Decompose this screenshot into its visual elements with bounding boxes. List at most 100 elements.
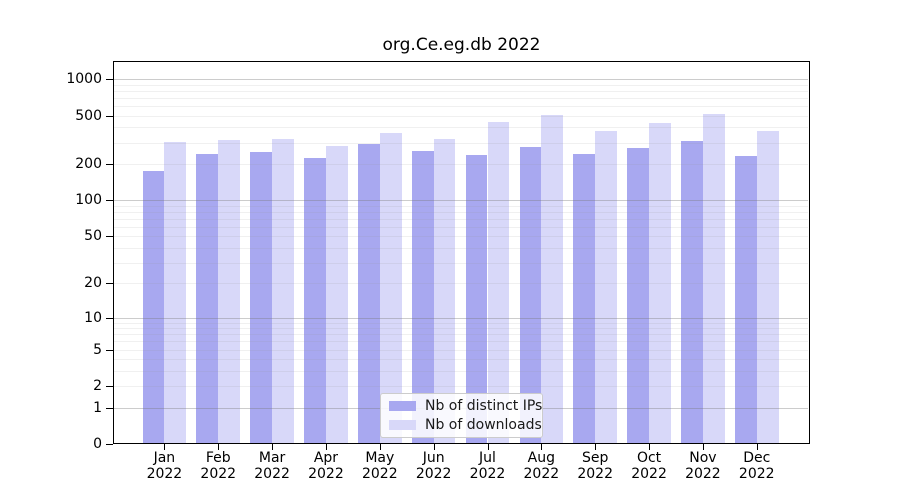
gridline-minor-400 bbox=[114, 127, 808, 129]
x-tick-label-feb: Feb 2022 bbox=[200, 450, 237, 482]
gridline-minor-900 bbox=[114, 84, 808, 86]
x-tick-nov bbox=[702, 444, 704, 450]
gridline-minor-80 bbox=[114, 211, 808, 213]
bar-distinct-ips-nov bbox=[681, 140, 703, 444]
gridline-minor-90 bbox=[114, 205, 808, 207]
x-tick-label-apr: Apr 2022 bbox=[308, 450, 344, 482]
gridline-minor-600 bbox=[114, 105, 808, 107]
bar-downloads-apr bbox=[325, 145, 348, 444]
y-tick-0 bbox=[106, 444, 113, 446]
bar-downloads-nov bbox=[702, 114, 725, 444]
y-tick-label-0: 0 bbox=[93, 436, 102, 453]
gridline-minor-3 bbox=[114, 370, 808, 372]
y-tick-1 bbox=[106, 407, 113, 409]
y-tick-20 bbox=[106, 283, 113, 285]
legend-label-distinct-ips: Nb of distinct IPs bbox=[425, 398, 543, 415]
x-tick-oct bbox=[649, 444, 651, 450]
gridline-minor-30 bbox=[114, 262, 808, 264]
chart-title: org.Ce.eg.db 2022 bbox=[382, 35, 541, 55]
gridline-major-100 bbox=[114, 200, 808, 202]
x-tick-label-jan: Jan 2022 bbox=[146, 450, 183, 482]
y-tick-1000 bbox=[106, 78, 113, 80]
gridline-minor-50 bbox=[114, 236, 808, 238]
bar-distinct-ips-dec bbox=[734, 155, 757, 444]
y-tick-50 bbox=[106, 236, 113, 238]
y-tick-label-500: 500 bbox=[75, 107, 102, 124]
bar-distinct-ips-mar bbox=[250, 151, 273, 444]
gridline-minor-4 bbox=[114, 359, 808, 361]
bar-downloads-jul bbox=[487, 121, 510, 444]
legend-item-downloads: Nb of downloads bbox=[389, 417, 542, 433]
bar-downloads-feb bbox=[218, 139, 241, 444]
y-tick-500 bbox=[106, 115, 113, 117]
gridline-minor-200 bbox=[114, 163, 808, 165]
y-tick-label-100: 100 bbox=[75, 192, 102, 209]
bar-downloads-aug bbox=[541, 114, 564, 444]
x-tick-label-jul: Jul 2022 bbox=[469, 450, 506, 482]
legend: Nb of distinct IPs Nb of downloads bbox=[380, 393, 543, 438]
x-tick-may bbox=[379, 444, 381, 450]
x-tick-jul bbox=[487, 444, 489, 450]
gridline-minor-70 bbox=[114, 218, 808, 220]
gridline-minor-500 bbox=[114, 115, 808, 117]
x-tick-dec bbox=[756, 444, 758, 450]
gridline-minor-60 bbox=[114, 226, 808, 228]
x-tick-label-may: May 2022 bbox=[361, 450, 398, 482]
x-tick-label-jun: Jun 2022 bbox=[415, 450, 452, 482]
y-tick-label-50: 50 bbox=[84, 228, 102, 245]
gridline-minor-9 bbox=[114, 322, 808, 324]
bar-downloads-dec bbox=[756, 130, 779, 444]
x-tick-mar bbox=[272, 444, 274, 450]
gridline-minor-300 bbox=[114, 142, 808, 144]
gridline-major-1000 bbox=[114, 78, 808, 80]
y-tick-100 bbox=[106, 200, 113, 202]
x-tick-label-sep: Sep 2022 bbox=[577, 450, 613, 482]
x-tick-label-dec: Dec 2022 bbox=[738, 450, 775, 482]
x-tick-label-mar: Mar 2022 bbox=[254, 450, 290, 482]
y-tick-label-200: 200 bbox=[75, 155, 102, 172]
bar-downloads-jun bbox=[433, 139, 456, 444]
y-tick-label-20: 20 bbox=[84, 275, 102, 292]
gridline-major-10 bbox=[114, 317, 808, 319]
bar-downloads-jan bbox=[164, 142, 187, 444]
x-tick-feb bbox=[218, 444, 220, 450]
y-tick-label-5: 5 bbox=[93, 341, 102, 358]
y-tick-label-1: 1 bbox=[93, 399, 102, 416]
gridline-minor-5 bbox=[114, 349, 808, 351]
bar-downloads-mar bbox=[272, 138, 294, 444]
gridline-minor-7 bbox=[114, 334, 808, 336]
y-tick-5 bbox=[106, 349, 113, 351]
bar-distinct-ips-feb bbox=[196, 154, 219, 444]
gridline-minor-800 bbox=[114, 90, 808, 92]
bar-downloads-sep bbox=[595, 131, 617, 444]
x-tick-aug bbox=[541, 444, 543, 450]
x-tick-label-nov: Nov 2022 bbox=[685, 450, 721, 482]
bar-distinct-ips-aug bbox=[519, 146, 542, 444]
bar-downloads-oct bbox=[649, 122, 671, 444]
bar-downloads-may bbox=[379, 133, 402, 444]
gridline-minor-8 bbox=[114, 328, 808, 330]
gridline-minor-20 bbox=[114, 283, 808, 285]
bar-distinct-ips-jul bbox=[465, 154, 488, 444]
x-tick-jun bbox=[433, 444, 435, 450]
y-tick-label-10: 10 bbox=[84, 309, 102, 326]
x-tick-jan bbox=[164, 444, 166, 450]
legend-item-distinct-ips: Nb of distinct IPs bbox=[389, 398, 542, 414]
y-tick-label-1000: 1000 bbox=[66, 70, 102, 87]
y-tick-10 bbox=[106, 317, 113, 319]
gridline-minor-6 bbox=[114, 341, 808, 343]
legend-label-downloads: Nb of downloads bbox=[425, 416, 542, 433]
bar-distinct-ips-jan bbox=[142, 170, 165, 444]
bar-distinct-ips-jun bbox=[411, 150, 434, 444]
bar-distinct-ips-apr bbox=[304, 158, 326, 444]
y-tick-200 bbox=[106, 163, 113, 165]
gridline-minor-40 bbox=[114, 247, 808, 249]
bar-distinct-ips-oct bbox=[627, 147, 650, 444]
x-tick-sep bbox=[595, 444, 597, 450]
x-tick-label-aug: Aug 2022 bbox=[523, 450, 560, 482]
x-tick-label-oct: Oct 2022 bbox=[631, 450, 667, 482]
y-tick-2 bbox=[106, 386, 113, 388]
gridline-minor-2 bbox=[114, 386, 808, 388]
y-tick-label-2: 2 bbox=[93, 378, 102, 395]
